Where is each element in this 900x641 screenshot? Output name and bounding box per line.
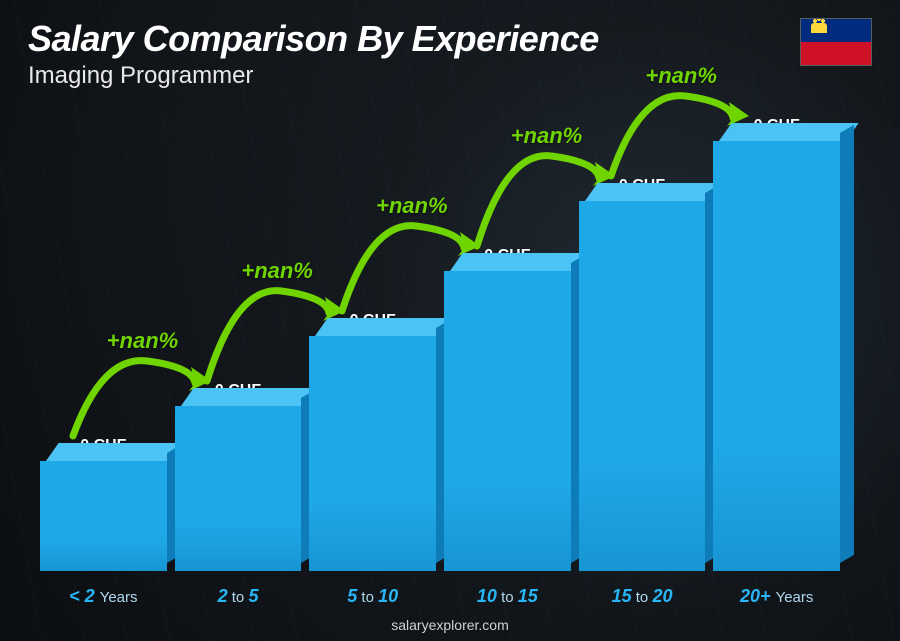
bar-front-face — [579, 201, 706, 571]
bar-top-face — [585, 183, 724, 201]
x-axis-label: 10 to 15 — [444, 586, 571, 607]
bar-front-face — [175, 406, 302, 571]
bar-group: +nan%0 CHF — [579, 177, 706, 571]
flag-liechtenstein — [800, 18, 872, 66]
growth-label: +nan% — [376, 193, 448, 219]
x-axis-label: 15 to 20 — [579, 586, 706, 607]
flag-crown-icon — [811, 23, 827, 33]
bar-group: +nan%0 CHF — [175, 382, 302, 571]
growth-label: +nan% — [241, 258, 313, 284]
bar-group: +nan%0 CHF — [444, 247, 571, 571]
footer-attribution: salaryexplorer.com — [0, 617, 900, 633]
bar-top-face — [181, 388, 320, 406]
bar — [175, 406, 302, 571]
bar — [444, 271, 571, 571]
bar-front-face — [713, 141, 840, 571]
x-axis-label: < 2 Years — [40, 586, 167, 607]
bar-group: +nan%0 CHF — [713, 117, 840, 571]
chart-title: Salary Comparison By Experience — [28, 18, 872, 60]
bar — [309, 336, 436, 571]
x-axis-label: 5 to 10 — [309, 586, 436, 607]
bar — [579, 201, 706, 571]
bar-front-face — [309, 336, 436, 571]
header: Salary Comparison By Experience Imaging … — [28, 18, 872, 90]
growth-label: +nan% — [645, 63, 717, 89]
bar — [40, 461, 167, 571]
x-axis-label: 2 to 5 — [175, 586, 302, 607]
x-axis-label: 20+ Years — [713, 586, 840, 607]
bar-group: 0 CHF — [40, 437, 167, 571]
bar-top-face — [315, 318, 454, 336]
bar-top-face — [450, 253, 589, 271]
growth-label: +nan% — [511, 123, 583, 149]
x-axis-labels: < 2 Years 2 to 5 5 to 10 10 to 15 15 to 20 20… — [40, 586, 840, 607]
bar — [713, 141, 840, 571]
bar-front-face — [40, 461, 167, 571]
bar-top-face — [46, 443, 185, 461]
bar-top-face — [719, 123, 858, 141]
bar-chart: 0 CHF+nan%0 CHF+nan%0 CHF+nan%0 CHF+nan%… — [40, 120, 840, 571]
bar-group: +nan%0 CHF — [309, 312, 436, 571]
flag-stripe-bottom — [801, 42, 871, 65]
growth-label: +nan% — [107, 328, 179, 354]
bar-front-face — [444, 271, 571, 571]
bar-side-face — [840, 125, 854, 563]
chart-subtitle: Imaging Programmer — [28, 62, 872, 90]
